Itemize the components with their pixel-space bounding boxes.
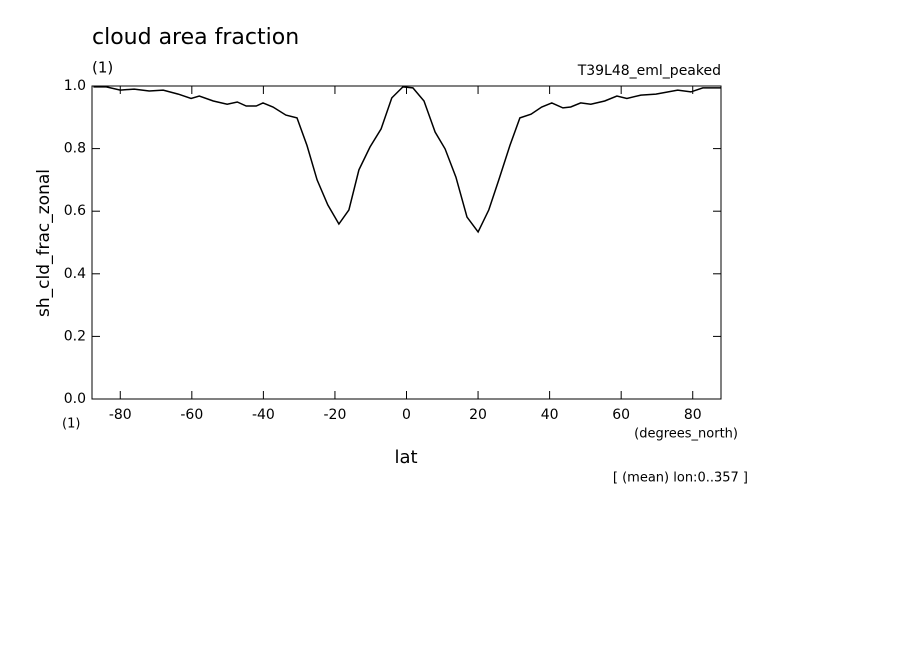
plot-frame bbox=[91, 85, 722, 400]
y-tick-label: 0.2 bbox=[64, 328, 86, 344]
x-tick-label: -20 bbox=[324, 407, 347, 423]
x-tick-label: -60 bbox=[180, 407, 203, 423]
x-tick-label: -40 bbox=[252, 407, 275, 423]
annotation: [ (mean) lon:0..357 ] bbox=[613, 471, 748, 486]
y-tick-label: 0.0 bbox=[64, 391, 86, 407]
title-units: (1) bbox=[92, 59, 113, 77]
chart-title: cloud area fraction bbox=[92, 25, 299, 50]
x-tick-label: 20 bbox=[469, 407, 487, 423]
x-tick-label: 60 bbox=[612, 407, 630, 423]
y-axis-label: sh_cld_frac_zonal bbox=[34, 169, 54, 317]
y-tick-label: 0.8 bbox=[64, 141, 86, 157]
x-tick-label: 0 bbox=[402, 407, 411, 423]
y-tick-label: 1.0 bbox=[64, 78, 86, 94]
y-tick-label: 0.6 bbox=[64, 203, 86, 219]
y-axis-units: (1) bbox=[62, 417, 80, 432]
experiment-label: T39L48_eml_peaked bbox=[577, 63, 721, 79]
x-tick-label: -80 bbox=[109, 407, 132, 423]
x-axis-units: (degrees_north) bbox=[634, 427, 738, 442]
x-tick-label: 40 bbox=[541, 407, 559, 423]
x-axis-label: lat bbox=[394, 447, 417, 468]
x-tick-label: 80 bbox=[684, 407, 702, 423]
y-tick-label: 0.4 bbox=[64, 266, 86, 282]
data-line bbox=[93, 86, 721, 234]
